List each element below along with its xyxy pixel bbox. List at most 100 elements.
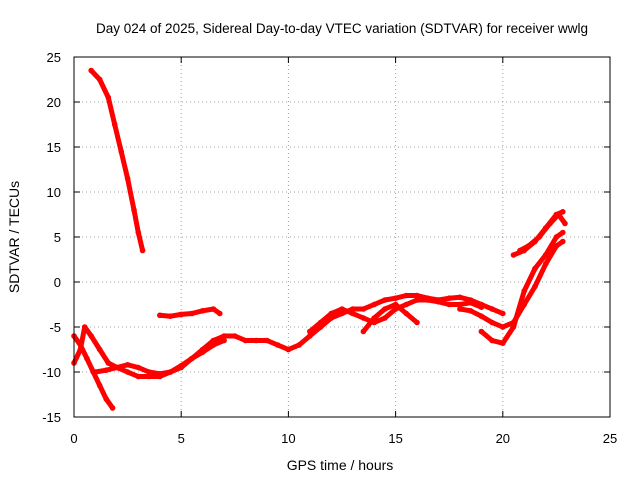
y-tick-label: -5 xyxy=(49,320,61,335)
data-point xyxy=(114,364,120,371)
data-point xyxy=(146,373,152,380)
data-point xyxy=(109,405,116,411)
x-tick-label: 20 xyxy=(496,431,510,446)
data-point xyxy=(167,313,174,320)
y-tick-label: 0 xyxy=(54,275,61,290)
data-point xyxy=(189,355,195,362)
data-point xyxy=(414,319,420,326)
data-point xyxy=(221,333,227,339)
data-point xyxy=(457,306,463,312)
data-point xyxy=(510,324,517,330)
data-point xyxy=(489,306,495,312)
data-point xyxy=(382,306,388,312)
data-point xyxy=(542,261,549,267)
data-point xyxy=(96,382,103,389)
data-point xyxy=(105,94,112,101)
data-point xyxy=(500,310,506,317)
chart-title: Day 024 of 2025, Sidereal Day-to-day VTE… xyxy=(96,21,588,36)
data-point xyxy=(253,337,259,344)
data-point xyxy=(210,342,217,348)
data-point xyxy=(328,310,335,317)
data-point xyxy=(467,308,474,314)
data-point xyxy=(349,310,356,317)
data-point xyxy=(403,301,410,308)
data-point xyxy=(560,209,566,215)
x-tick-label: 15 xyxy=(388,431,402,446)
data-point xyxy=(285,346,292,353)
data-point xyxy=(274,342,281,348)
data-point xyxy=(135,229,142,236)
data-point xyxy=(403,310,410,317)
data-point xyxy=(489,319,495,326)
x-tick-label: 10 xyxy=(281,431,295,446)
data-point xyxy=(96,346,103,353)
data-point xyxy=(221,337,227,344)
data-point xyxy=(135,364,142,371)
data-point xyxy=(478,313,485,320)
data-point xyxy=(84,355,90,362)
data-point xyxy=(124,362,131,368)
data-point xyxy=(532,283,538,290)
x-tick-label: 5 xyxy=(178,431,185,446)
data-point xyxy=(77,346,84,353)
ticks xyxy=(73,56,611,418)
data-point xyxy=(131,207,137,213)
data-point xyxy=(217,310,223,317)
data-point xyxy=(189,310,195,317)
data-point xyxy=(199,308,206,314)
data-point xyxy=(157,312,163,319)
data-point xyxy=(103,396,109,402)
data-point xyxy=(360,306,367,312)
data-point xyxy=(536,234,542,240)
data-point xyxy=(264,337,270,344)
data-point xyxy=(124,175,131,182)
data-point xyxy=(425,297,431,303)
data-point xyxy=(296,342,302,348)
data-point xyxy=(178,362,184,369)
series-line-1 xyxy=(88,68,146,253)
y-tick-label: 25 xyxy=(47,50,61,65)
data-point xyxy=(105,360,112,366)
data-point xyxy=(146,369,152,375)
data-point xyxy=(199,349,206,356)
data-point xyxy=(307,333,313,339)
data-point xyxy=(562,220,568,227)
data-point xyxy=(232,333,238,339)
data-point xyxy=(317,319,324,326)
data-point xyxy=(96,76,103,83)
x-axis-label: GPS time / hours xyxy=(287,457,394,473)
data-point xyxy=(478,304,485,311)
data-point xyxy=(371,301,378,308)
data-point xyxy=(555,211,562,218)
data-point xyxy=(525,243,532,249)
data-point xyxy=(478,328,485,335)
plot-series xyxy=(71,67,568,411)
data-point xyxy=(81,324,88,330)
y-tick-label: 20 xyxy=(47,95,61,110)
x-tick-label: 25 xyxy=(603,431,617,446)
data-point xyxy=(553,234,560,240)
data-point xyxy=(446,295,453,302)
data-point xyxy=(403,292,410,299)
data-point xyxy=(457,294,463,301)
data-point xyxy=(371,315,378,321)
data-point xyxy=(467,299,474,306)
data-point xyxy=(435,299,442,305)
data-point xyxy=(242,337,249,344)
data-point xyxy=(124,369,131,375)
data-point xyxy=(382,315,388,321)
y-tick-label: 10 xyxy=(47,185,61,200)
tick-labels: 0 5 10 15 20 25 -15 -10 -5 0 5 10 15 20 25 xyxy=(42,50,617,446)
data-point xyxy=(167,369,174,375)
x-tick-label: 0 xyxy=(70,431,77,446)
y-tick-label: -15 xyxy=(42,410,61,425)
data-point xyxy=(360,315,367,321)
data-point xyxy=(553,243,560,249)
data-point xyxy=(542,252,549,258)
data-point xyxy=(414,297,420,303)
data-point xyxy=(307,328,313,335)
data-point xyxy=(500,340,506,347)
data-point xyxy=(103,367,109,374)
data-point xyxy=(178,311,184,318)
data-point xyxy=(135,373,142,380)
